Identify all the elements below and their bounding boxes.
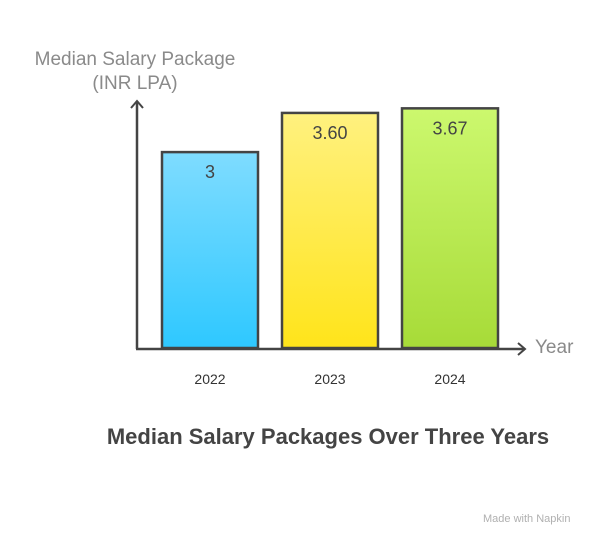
chart-title: Median Salary Packages Over Three Years xyxy=(106,424,550,449)
watermark: Made with Napkin xyxy=(483,513,571,525)
x-axis-label: Year xyxy=(535,337,574,358)
bar-2023 xyxy=(280,111,380,350)
data-label: 3.67 xyxy=(432,118,467,138)
data-label: 3.60 xyxy=(312,123,347,143)
x-tick-label: 2024 xyxy=(434,371,465,387)
x-axis-arrow xyxy=(517,342,527,356)
data-label: 3 xyxy=(205,162,215,182)
bar-2022 xyxy=(160,150,260,350)
bar-2024 xyxy=(400,107,500,350)
x-tick-label: 2023 xyxy=(314,371,345,387)
x-tick-label: 2022 xyxy=(194,371,225,387)
y-axis-label: Median Salary Package (INR LPA) xyxy=(34,49,236,94)
y-axis-arrow xyxy=(130,99,144,109)
